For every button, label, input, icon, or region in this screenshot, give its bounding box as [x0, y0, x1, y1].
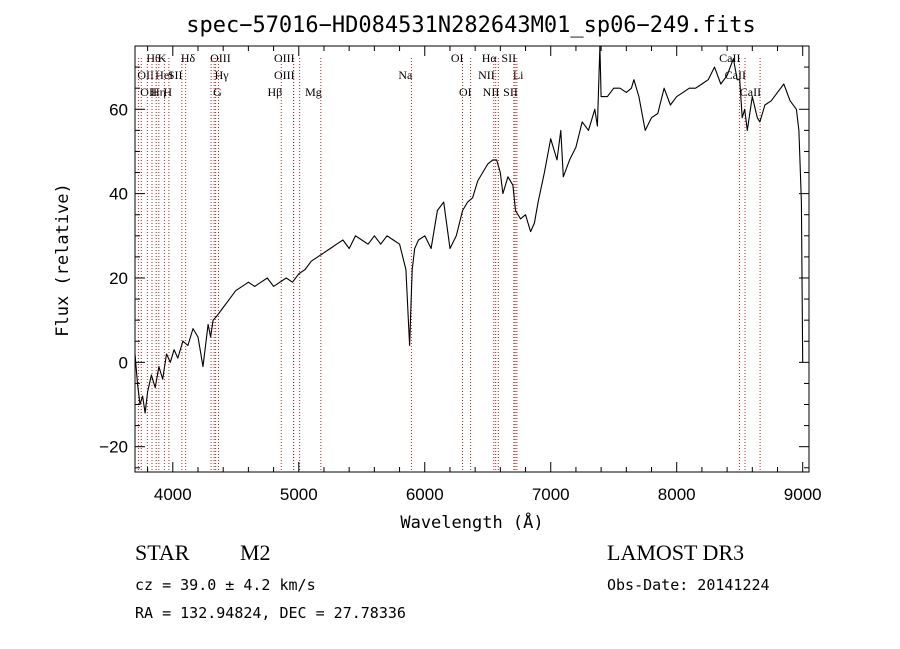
x-axis-label: Wavelength (Å): [400, 511, 543, 533]
line-marker-label: SII: [501, 51, 516, 65]
x-tick-label: 6000: [406, 485, 444, 504]
y-tick-label: 0: [119, 353, 128, 372]
spectrum-series: [134, 45, 804, 414]
line-marker-label: OII: [140, 85, 157, 99]
line-marker-label: HeI: [155, 68, 173, 82]
line-marker-label: OIII: [274, 51, 295, 65]
x-axis: 4000 5000 6000 7000 8000 9000: [147, 46, 822, 504]
line-marker-label: Li: [513, 68, 524, 82]
coordinates: RA = 132.94824, DEC = 27.78336: [135, 604, 406, 622]
x-tick-label: 4000: [154, 485, 192, 504]
line-marker-label: CaII: [740, 85, 761, 99]
survey-name: LAMOST DR3: [607, 540, 744, 565]
line-marker-label: Hθ: [146, 51, 161, 65]
line-marker-label: CaII: [725, 68, 746, 82]
object-subclass: M2: [240, 540, 271, 565]
line-marker-label: K: [158, 51, 167, 65]
x-tick-label: 5000: [280, 485, 318, 504]
redshift-value: cz = 39.0 ± 4.2 km/s: [135, 576, 316, 594]
line-marker-label: OIII: [210, 51, 231, 65]
y-tick-label: 40: [109, 185, 128, 204]
x-tick-label: 8000: [658, 485, 696, 504]
line-marker-label: SII: [168, 68, 183, 82]
line-marker-label: CaII: [719, 51, 740, 65]
line-marker-label: G: [213, 85, 222, 99]
y-tick-label: −20: [99, 438, 128, 457]
spectrum-line: [134, 45, 804, 414]
line-marker-label: OII: [137, 68, 154, 82]
x-tick-label: 9000: [784, 485, 822, 504]
line-marker-label: NII: [483, 85, 500, 99]
line-marker-label: Hα: [482, 51, 498, 65]
object-class: STAR: [135, 540, 190, 565]
line-marker-label: NII: [478, 68, 495, 82]
line-marker-label: OI: [459, 85, 472, 99]
y-tick-label: 60: [109, 100, 128, 119]
line-marker-label: OIII: [274, 68, 295, 82]
observation-date: Obs-Date: 20141224: [607, 576, 770, 594]
y-tick-label: 20: [109, 269, 128, 288]
y-axis: −20 0 20 40 60: [99, 45, 809, 469]
line-marker-label: Mg: [305, 85, 322, 99]
line-marker-label: Hγ: [215, 68, 230, 82]
chart-title: spec−57016−HD084531N282643M01_sp06−249.f…: [186, 13, 756, 38]
line-marker-label: OI: [451, 51, 464, 65]
x-tick-label: 7000: [532, 485, 570, 504]
line-marker-label: H: [163, 85, 172, 99]
y-axis-label: Flux (relative): [53, 183, 73, 337]
line-marker-label: Na: [398, 68, 413, 82]
line-marker-label: SII: [503, 85, 518, 99]
line-marker-label: Hδ: [181, 51, 196, 65]
plot-frame: [134, 45, 810, 473]
line-marker-label: Hβ: [267, 85, 282, 99]
